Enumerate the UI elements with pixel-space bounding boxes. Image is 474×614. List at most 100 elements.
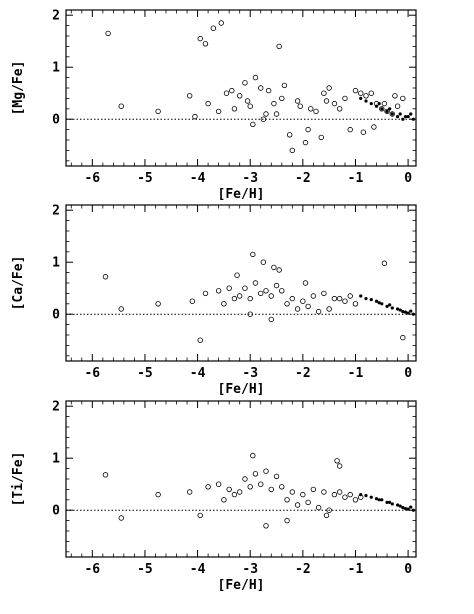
data-point-open [326, 507, 332, 513]
data-point-filled [377, 498, 381, 502]
x-tick-label: -6 [84, 171, 100, 186]
data-point-filled [401, 310, 405, 314]
data-point-open [279, 95, 285, 102]
data-point-open [336, 463, 343, 469]
data-point-open [221, 301, 227, 307]
y-tick-label: 0 [52, 113, 60, 128]
data-point-open [197, 512, 203, 519]
y-tick-label: 2 [52, 400, 60, 415]
data-point-filled [380, 107, 384, 111]
data-point-open [215, 108, 222, 115]
data-point-open [229, 87, 235, 94]
data-point-open [118, 103, 124, 109]
data-point-open [231, 295, 238, 302]
data-point-open [342, 494, 348, 500]
data-point-open [236, 93, 243, 99]
data-point-open [268, 316, 274, 323]
x-tick-label: -4 [190, 562, 206, 577]
data-point-open [221, 497, 227, 503]
data-point-open [308, 106, 314, 112]
data-point-open [302, 139, 309, 146]
chart-panel-2: -6 -5 -4 -3 -2 -1 0 0 1 2 [Fe/H] [Ca/Fe] [11, 204, 417, 397]
data-point-open [273, 111, 280, 117]
x-tick-label: -4 [190, 171, 206, 186]
data-point-open [310, 486, 317, 493]
data-point-filled [406, 507, 410, 511]
data-point-open [400, 334, 406, 341]
chart-panel-3: -6 -5 -4 -3 -2 -1 0 0 1 2 [Fe/H] [Ti/Fe] [11, 400, 417, 593]
x-tick-label: -5 [137, 562, 153, 577]
x-tick-label: -3 [242, 366, 258, 381]
data-point-open [265, 87, 272, 94]
data-point-open [202, 41, 209, 47]
data-point-open [263, 288, 269, 294]
data-point-filled [377, 102, 381, 106]
data-point-open [234, 272, 240, 278]
data-point-filled [364, 494, 368, 498]
data-point-open [252, 74, 259, 81]
data-point-open [186, 489, 193, 495]
data-point-open [281, 82, 288, 89]
data-point-filled [385, 109, 389, 113]
x-tick-label: 0 [404, 562, 412, 577]
data-point-filled [390, 306, 394, 310]
data-point-filled [388, 303, 392, 307]
data-point-filled [403, 507, 408, 511]
data-point-filled [364, 99, 368, 103]
data-point-open [268, 293, 274, 299]
data-point-open [305, 303, 311, 310]
data-point-open [321, 489, 327, 495]
data-point-filled [364, 297, 368, 301]
data-point-open [294, 306, 301, 312]
data-point-open [210, 25, 217, 31]
data-point-open [331, 491, 338, 498]
data-point-open [321, 290, 327, 297]
data-point-open [368, 90, 374, 96]
data-point-open [102, 472, 109, 478]
x-tick-label: -2 [295, 366, 311, 381]
data-point-open [318, 134, 324, 141]
data-point-filled [385, 304, 389, 308]
data-point-open [271, 100, 277, 107]
data-point-filled [403, 115, 408, 119]
data-point-open [334, 458, 340, 464]
data-point-open [289, 147, 296, 154]
data-point-open [294, 98, 301, 104]
data-point-filled [369, 298, 373, 302]
data-point-filled [398, 308, 402, 312]
data-point-filled [401, 506, 405, 510]
data-point-open [202, 290, 209, 297]
data-point-open [118, 306, 124, 312]
data-point-open [336, 489, 343, 495]
data-point-open [268, 486, 274, 493]
data-point-open [384, 108, 390, 115]
data-point-open [284, 517, 290, 524]
x-tick-label: -5 [137, 171, 153, 186]
data-point-filled [401, 117, 405, 121]
y-axis-label: [Ti/Fe] [11, 452, 26, 507]
data-point-open [247, 295, 253, 302]
data-point-open [276, 267, 282, 273]
data-point-open [284, 301, 290, 307]
data-point-open [155, 301, 161, 307]
data-point-open [252, 280, 259, 286]
data-point-open [205, 484, 211, 490]
data-point-open [260, 259, 267, 265]
data-point-open [155, 491, 161, 498]
x-axis-label: [Fe/H] [218, 382, 265, 397]
data-point-filled [359, 96, 363, 100]
x-axis-label: [Fe/H] [218, 578, 265, 593]
data-point-open [297, 103, 303, 109]
y-tick-label: 1 [52, 452, 60, 467]
data-point-open [231, 106, 238, 112]
data-point-filled [395, 503, 400, 507]
data-point-open [258, 481, 264, 487]
x-tick-label: -6 [84, 562, 100, 577]
data-point-open [271, 264, 277, 271]
data-point-open [263, 468, 269, 474]
y-axis-label: [Ca/Fe] [11, 256, 26, 311]
data-point-filled [359, 493, 363, 497]
data-point-open [300, 491, 306, 498]
data-point-open [363, 93, 369, 99]
y-axis-label: [Mg/Fe] [11, 61, 26, 116]
